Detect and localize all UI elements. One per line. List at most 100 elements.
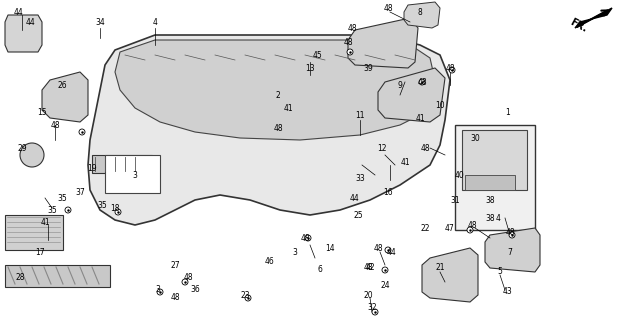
Text: 44: 44 [13,7,23,17]
Text: 2: 2 [275,91,280,100]
Bar [462,130,527,190]
Text: 48: 48 [420,143,430,153]
Text: 1: 1 [506,108,510,116]
Text: 48: 48 [183,274,193,283]
Circle shape [305,235,311,241]
Text: 22: 22 [420,223,430,233]
Text: 26: 26 [57,81,67,90]
Text: 48: 48 [373,244,383,252]
Text: 3: 3 [132,171,137,180]
Text: 6: 6 [318,266,322,275]
Bar [5,215,63,250]
Bar [465,175,515,190]
Circle shape [449,67,455,73]
Text: 28: 28 [15,274,25,283]
Text: 4: 4 [153,18,158,27]
Polygon shape [42,72,88,122]
Text: 48: 48 [445,63,455,73]
Circle shape [79,129,85,135]
PathPatch shape [115,40,435,140]
Text: 12: 12 [377,143,387,153]
Text: 38: 38 [485,196,495,204]
Text: 3: 3 [292,247,298,257]
Text: 42: 42 [365,263,375,273]
Circle shape [157,289,163,295]
Text: FR.: FR. [568,17,588,34]
Text: 17: 17 [35,247,45,257]
Text: 38: 38 [485,213,495,222]
Text: 44: 44 [387,247,397,257]
Text: 41: 41 [283,103,293,113]
Text: 5: 5 [498,268,503,276]
Text: 11: 11 [355,110,365,119]
Text: 8: 8 [418,7,422,17]
Text: 20: 20 [363,291,373,300]
Text: 13: 13 [305,63,315,73]
Text: 48: 48 [383,4,393,12]
Text: 33: 33 [355,173,365,182]
Text: 41: 41 [415,114,425,123]
Text: 43: 43 [503,287,513,297]
Text: 48: 48 [417,77,427,86]
Circle shape [372,309,378,315]
Text: 32: 32 [367,303,377,313]
Text: 18: 18 [110,204,120,212]
Text: 23: 23 [240,291,250,300]
Text: 41: 41 [400,157,410,166]
Circle shape [509,232,515,238]
Text: 10: 10 [435,100,445,109]
Polygon shape [485,228,540,272]
Bar [5,265,110,287]
Circle shape [347,49,353,55]
Text: 40: 40 [455,171,465,180]
Text: 21: 21 [436,263,445,273]
Text: 48: 48 [170,293,180,302]
Text: 48: 48 [467,220,477,229]
Circle shape [245,295,251,301]
Text: 24: 24 [380,281,390,290]
Polygon shape [348,18,418,68]
Circle shape [385,247,391,253]
Text: 30: 30 [470,133,480,142]
Text: 41: 41 [40,218,50,227]
Text: 48: 48 [273,124,283,132]
Text: 25: 25 [353,211,363,220]
Text: 45: 45 [313,51,323,60]
Text: 15: 15 [37,108,47,116]
Bar [105,155,160,193]
Text: 37: 37 [75,188,85,196]
Bar [455,125,535,230]
Text: 34: 34 [95,18,105,27]
Text: 48: 48 [363,263,373,273]
Text: 48: 48 [505,228,515,236]
Text: 47: 47 [445,223,455,233]
Circle shape [20,143,44,167]
Polygon shape [575,8,612,28]
Text: 44: 44 [25,18,35,27]
Polygon shape [422,248,478,302]
Circle shape [382,267,388,273]
Circle shape [65,207,71,213]
Text: 4: 4 [496,213,501,222]
Text: 44: 44 [350,194,360,203]
Circle shape [182,279,188,285]
PathPatch shape [5,15,42,52]
Text: 27: 27 [170,260,180,269]
Bar [92,155,152,173]
Circle shape [467,227,473,233]
Polygon shape [378,68,445,122]
Text: 48: 48 [50,121,60,130]
Circle shape [419,79,425,85]
Text: 46: 46 [265,258,275,267]
Text: 39: 39 [363,63,373,73]
Text: 16: 16 [383,188,393,196]
Circle shape [115,209,121,215]
Text: 14: 14 [325,244,335,252]
Polygon shape [404,2,440,28]
Text: 48: 48 [343,37,353,46]
Text: 3: 3 [156,285,160,294]
Text: 35: 35 [97,201,107,210]
Text: 48: 48 [300,234,310,243]
Text: 35: 35 [47,205,57,214]
Text: 36: 36 [190,285,200,294]
